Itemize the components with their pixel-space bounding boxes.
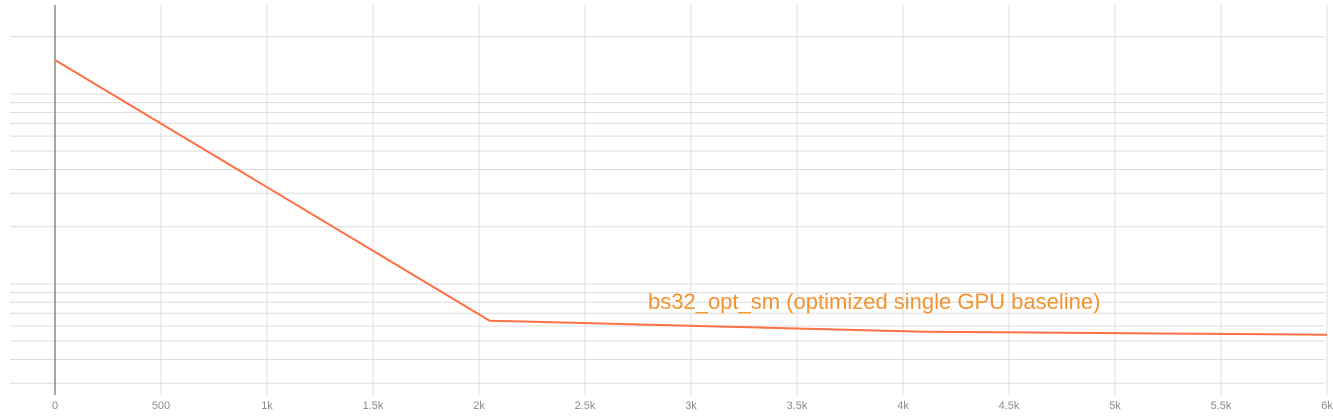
x-tick-label: 6k [1321, 400, 1333, 412]
x-tick-label: 3k [685, 400, 697, 412]
x-tick-label: 2k [473, 400, 485, 412]
x-tick-label: 1k [261, 400, 273, 412]
x-tick-label: 3.5k [787, 400, 808, 412]
x-tick-label: 0 [52, 400, 58, 412]
series-line [54, 59, 1328, 336]
series-label: bs32_opt_sm (optimized single GPU baseli… [648, 289, 1100, 314]
x-tick-label: 1.5k [363, 400, 384, 412]
x-tick-label: 5k [1109, 400, 1121, 412]
x-tick-label: 500 [152, 400, 170, 412]
x-tick-label: 2.5k [575, 400, 596, 412]
x-tick-label: 4k [897, 400, 909, 412]
x-tick-label: 5.5k [1211, 400, 1232, 412]
x-tick-label: 4.5k [999, 400, 1020, 412]
